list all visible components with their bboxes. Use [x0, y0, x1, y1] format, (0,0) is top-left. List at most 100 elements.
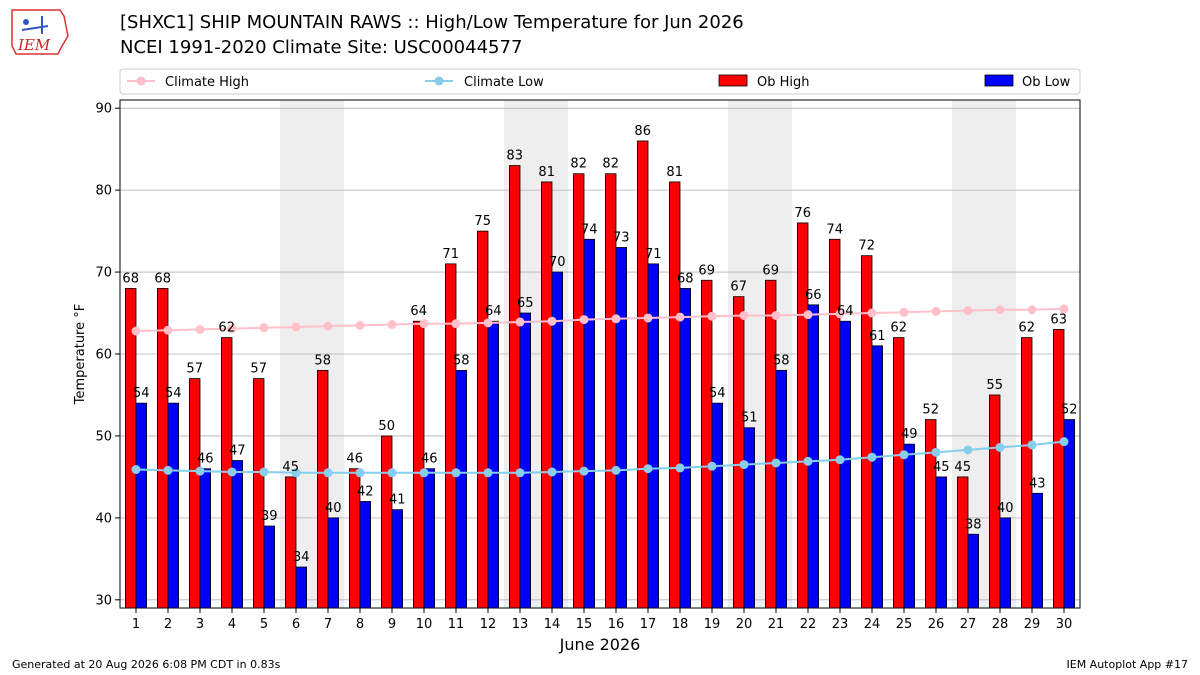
ob-low-label: 41 [389, 493, 406, 508]
generated-timestamp: Generated at 20 Aug 2026 6:08 PM CDT in … [12, 658, 281, 671]
ob-low-bar [167, 402, 180, 609]
ob-low-bar [1063, 419, 1076, 609]
climate-low-point [419, 468, 429, 478]
ob-high-label: 62 [218, 321, 235, 336]
ob-low-label: 38 [965, 517, 982, 532]
climate-low-point [227, 467, 237, 477]
ob-low-bar [135, 402, 148, 609]
ob-low-bar [615, 247, 628, 609]
x-tick-label: 8 [356, 617, 364, 632]
x-tick-label: 21 [768, 617, 785, 632]
ob-high-label: 67 [730, 280, 747, 295]
ob-high-bar [380, 435, 393, 609]
ob-high-bar [573, 173, 585, 609]
ob-low-bar [775, 369, 788, 609]
y-axis-label: Temperature °F [73, 304, 88, 405]
ob-high-bar [893, 337, 905, 609]
ob-high-label: 45 [282, 460, 299, 475]
ob-high-label: 52 [922, 403, 939, 418]
ob-high-bar [348, 468, 361, 609]
climate-high-point [163, 325, 173, 335]
x-tick-label: 27 [960, 617, 977, 632]
ob-high-bar [957, 476, 969, 609]
ob-low-bar [391, 509, 404, 609]
climate-low-point [771, 458, 781, 468]
ob-low-bar [967, 533, 980, 609]
ob-low-label: 51 [741, 411, 758, 426]
climate-high-point [739, 310, 749, 320]
climate-high-point [227, 324, 237, 334]
ob-high-label: 62 [1018, 321, 1035, 336]
climate-high-point [643, 313, 653, 323]
ob-low-label: 71 [645, 247, 662, 262]
ob-low-label: 34 [293, 550, 310, 565]
climate-low-point [323, 468, 333, 478]
ob-low-label: 40 [997, 501, 1014, 516]
x-tick-label: 26 [928, 617, 945, 632]
climate-high-point [963, 306, 973, 316]
ob-high-bar [605, 173, 617, 609]
y-tick-label: 70 [95, 266, 112, 281]
y-tick-label: 80 [95, 184, 112, 199]
ob-high-bar [252, 378, 265, 609]
ob-low-bar [999, 517, 1012, 609]
climate-low-point [707, 461, 717, 471]
ob-high-label: 75 [474, 214, 491, 229]
x-tick-label: 16 [608, 617, 625, 632]
climate-high-point [995, 305, 1005, 315]
iem-logo: IEM [11, 9, 69, 55]
climate-low-point [867, 452, 877, 462]
weekend-shade [312, 100, 344, 608]
ob-low-label: 46 [197, 452, 214, 467]
ob-low-bar [423, 468, 436, 609]
ob-low-label: 43 [1029, 476, 1046, 491]
x-tick-label: 3 [196, 617, 204, 632]
logo-text: IEM [17, 36, 51, 54]
ob-high-bar [1053, 329, 1065, 609]
ob-high-bar [797, 222, 809, 609]
x-tick-label: 6 [292, 617, 300, 632]
x-tick-label: 17 [640, 617, 657, 632]
x-tick-label: 22 [800, 617, 817, 632]
ob-low-label: 46 [421, 452, 438, 467]
climate-high-point [131, 326, 141, 336]
x-tick-label: 20 [736, 617, 753, 632]
ob-low-label: 68 [677, 271, 694, 286]
x-tick-label: 14 [544, 617, 561, 632]
weekend-shade [952, 100, 984, 608]
ob-low-label: 54 [165, 386, 182, 401]
ob-high-label: 55 [986, 378, 1003, 393]
ob-low-bar [935, 476, 948, 609]
climate-high-point [515, 317, 525, 327]
climate-low-point [739, 460, 749, 470]
ob-high-bar [188, 378, 201, 609]
ob-high-label: 64 [410, 304, 427, 319]
ob-high-bar [156, 288, 169, 609]
x-tick-label: 29 [1024, 617, 1041, 632]
ob-low-bar [199, 468, 212, 609]
climate-high-point [835, 309, 845, 319]
ob-low-label: 70 [549, 255, 566, 270]
weekend-shade [504, 100, 536, 608]
chart-subtitle: NCEI 1991-2020 Climate Site: USC00044577 [120, 37, 523, 58]
x-tick-label: 28 [992, 617, 1009, 632]
climate-low-point [483, 468, 493, 478]
ob-low-bar [711, 402, 724, 609]
ob-low-bar [903, 443, 916, 609]
ob-high-bar [765, 279, 777, 609]
climate-high-point [899, 307, 909, 317]
ob-low-bar [1031, 492, 1044, 609]
x-tick-label: 10 [416, 617, 433, 632]
ob-high-bar [541, 181, 553, 609]
ob-high-label: 68 [122, 271, 139, 286]
ob-low-label: 42 [357, 484, 374, 499]
climate-low-point [355, 468, 365, 478]
x-tick-label: 1 [132, 617, 140, 632]
climate-low-point [547, 467, 557, 477]
ob-low-bar [679, 288, 692, 609]
ob-low-label: 49 [901, 427, 918, 442]
y-tick-label: 40 [95, 511, 112, 526]
legend-climate-low-marker [434, 76, 444, 86]
ob-high-bar [125, 288, 137, 609]
